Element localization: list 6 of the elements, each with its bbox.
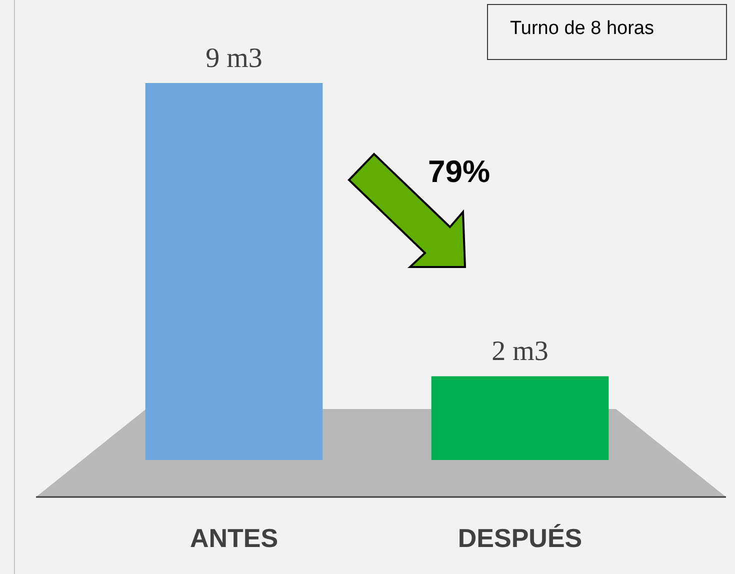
data-label: 9 m3 [206, 43, 262, 74]
label-box: Turno de 8 horas [487, 4, 727, 60]
x-tick-label: DESPUÉS [458, 522, 582, 553]
x-tick-label: ANTES [190, 522, 278, 553]
data-label: 2 m3 [492, 336, 548, 368]
annotation: 79% [428, 154, 490, 190]
